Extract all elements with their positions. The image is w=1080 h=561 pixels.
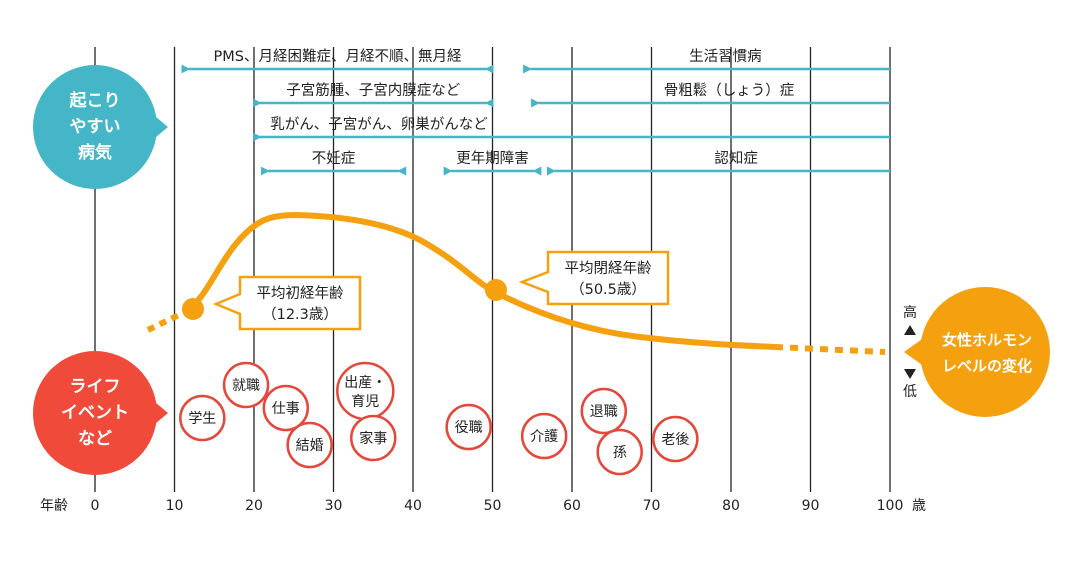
axis-tick-label: 100	[877, 498, 904, 514]
axis-tick-label: 80	[722, 498, 740, 514]
hormone-bubble-pointer	[904, 337, 925, 367]
disease-range-label: 認知症	[714, 150, 758, 167]
life-event-circle	[350, 414, 397, 462]
disease-ranges: PMS、月経困難症、月経不順、無月経子宮筋腫、子宮内膜症など乳がん、子宮がん、卵…	[181, 47, 890, 176]
disease-range-label: 更年期障害	[456, 149, 529, 167]
life-event-circle	[445, 403, 492, 451]
axis-label: 年齢	[40, 498, 68, 514]
life-event-circle	[520, 412, 568, 460]
axis-tick-label: 40	[404, 498, 422, 514]
life-event-label: 学生	[188, 411, 216, 427]
menopause-callout-box	[518, 250, 670, 306]
life-event-label: 役職	[455, 420, 483, 436]
hormone-bubble-line-1: 女性ホルモン	[942, 331, 1032, 349]
life-event-label: 育児	[351, 394, 379, 410]
life-event-circle	[596, 428, 643, 476]
disease-bubble-line-3: 病気	[78, 142, 112, 163]
life-event-label: 退職	[590, 404, 618, 420]
age-axis: 年齢 歳 0 10 20 30 40 50 60 70 80 90 100	[40, 498, 926, 514]
menopause-callout: 平均閉経年齢 （50.5歳）	[485, 250, 670, 306]
life-event-label: 介護	[530, 429, 558, 445]
menopause-point	[485, 279, 507, 301]
life-event-label: 出産・	[344, 375, 386, 391]
life-event-label: 就職	[232, 378, 260, 394]
disease-range-label: 子宮筋腫、子宮内膜症など	[286, 82, 460, 99]
axis-tick-label: 50	[484, 498, 502, 514]
life-event-circle	[262, 384, 310, 432]
disease-bubble-line-2: やすい	[70, 117, 121, 137]
disease-range-label: PMS、月経困難症、月経不順、無月経	[213, 48, 461, 65]
menarche-callout: 平均初経年齢 （12.3歳）	[182, 275, 362, 331]
life-event-circle	[179, 394, 226, 442]
axis-tick-label: 10	[166, 498, 184, 514]
hormone-bubble: 女性ホルモン レベルの変化	[904, 287, 1050, 417]
life-event-circle	[652, 415, 699, 463]
menarche-point	[182, 298, 204, 320]
axis-tick-label: 0	[91, 498, 100, 514]
life-event-bubble-line-2: イベント	[61, 403, 129, 423]
life-event-label: 家事	[359, 430, 387, 447]
life-event-label: 孫	[613, 445, 627, 461]
life-event-bubble-circle	[33, 351, 157, 475]
menarche-label: 平均初経年齢	[257, 285, 344, 302]
axis-tick-label: 20	[245, 498, 263, 514]
axis-tick-label: 70	[643, 498, 661, 514]
life-event-circle	[222, 361, 270, 409]
life-event-circle	[336, 361, 395, 421]
hormone-curve-line	[183, 211, 776, 350]
life-event-circle	[286, 421, 333, 469]
disease-bubble-circle	[33, 65, 157, 189]
hormone-curve-dotted-start	[146, 309, 187, 333]
disease-range-label: 乳がん、子宮がん、卵巣がんなど	[270, 116, 488, 133]
disease-bubble: 起こり やすい 病気	[33, 65, 168, 189]
life-event-bubble-line-1: ライフ	[70, 377, 121, 397]
disease-range-label: 生活習慣病	[689, 47, 762, 65]
disease-bubble-pointer	[150, 112, 168, 142]
axis-unit: 歳	[912, 498, 926, 514]
hormone-low-label: 低	[903, 384, 917, 400]
hormone-low-arrow-icon	[904, 369, 916, 379]
hormone-curve-dotted-end	[774, 344, 886, 355]
hormone-scale: 高 低	[903, 304, 917, 400]
menarche-callout-box	[212, 275, 362, 331]
life-event-bubble-line-3: など	[78, 429, 112, 449]
disease-range-label: 骨粗鬆（しょう）症	[664, 82, 795, 99]
hormone-curve	[146, 211, 886, 355]
axis-tick-label: 30	[325, 498, 343, 514]
axis-tick-label: 60	[563, 498, 581, 514]
hormone-high-label: 高	[903, 304, 917, 321]
hormone-high-arrow-icon	[904, 325, 916, 335]
age-gridlines	[94, 47, 891, 492]
axis-tick-label: 90	[802, 498, 820, 514]
hormone-bubble-line-2: レベルの変化	[942, 357, 1032, 375]
menopause-age: （50.5歳）	[570, 281, 646, 298]
life-event-circle	[580, 387, 628, 435]
life-event-label: 老後	[661, 432, 689, 448]
disease-range-label: 不妊症	[312, 150, 356, 167]
menarche-age: （12.3歳）	[262, 306, 338, 323]
menopause-label: 平均閉経年齢	[565, 260, 652, 277]
life-event-label: 仕事	[272, 401, 300, 417]
life-event-bubble-pointer	[150, 398, 168, 428]
disease-bubble-line-1: 起こり	[69, 90, 121, 111]
life-event-bubble: ライフ イベント など	[33, 351, 168, 475]
hormone-bubble-circle	[920, 287, 1050, 417]
life-event-label: 結婚	[296, 438, 324, 454]
